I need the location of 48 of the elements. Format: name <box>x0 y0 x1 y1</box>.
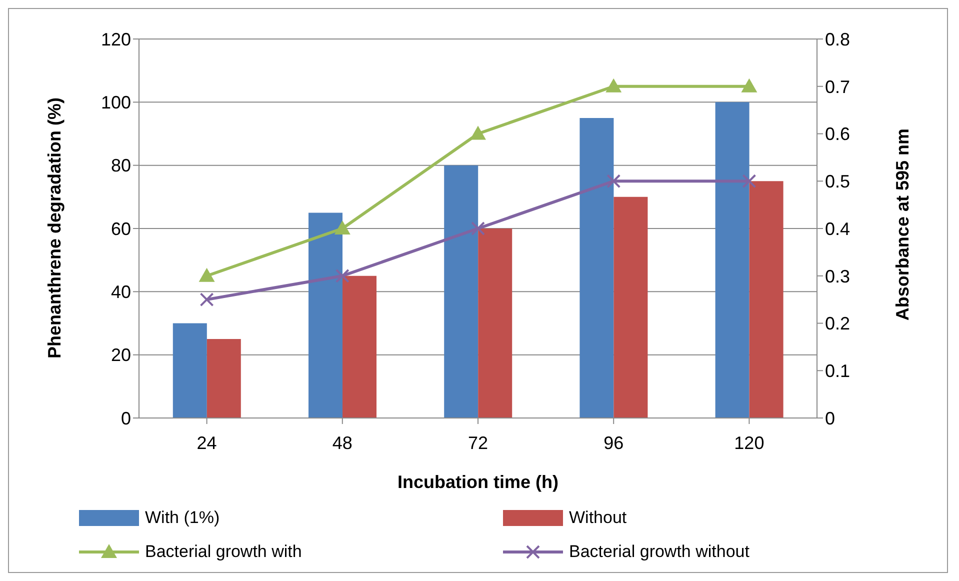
y2-axis-title: Absorbance at 595 nm <box>892 128 912 321</box>
x-tick-label: 24 <box>196 432 217 453</box>
bar <box>206 339 241 418</box>
y-tick-label: 20 <box>110 345 131 366</box>
bar <box>172 323 207 418</box>
bar <box>444 165 478 418</box>
bar <box>342 276 376 418</box>
y2-tick-label: 0.8 <box>825 29 850 50</box>
point <box>198 268 215 282</box>
y-tick-label: 40 <box>110 282 131 302</box>
point <box>335 268 350 283</box>
y2-tick-label: 0.5 <box>825 172 850 192</box>
point <box>741 78 758 92</box>
y2-tick-label: 0.2 <box>825 314 850 334</box>
y-tick-label: 100 <box>100 92 131 113</box>
y2-tick-label: 0.4 <box>825 218 850 239</box>
y-tick-label: 60 <box>110 218 131 239</box>
y-axis-title: Phenanthrene degradation (%) <box>44 97 64 358</box>
y2-tick-label: 0.3 <box>825 266 850 286</box>
legend-label: Without <box>569 508 627 528</box>
y2-tick-label: 0.7 <box>825 76 850 97</box>
bar <box>580 118 614 418</box>
bar <box>308 212 342 418</box>
x-tick-label: 120 <box>734 432 764 453</box>
point <box>470 126 486 140</box>
bar <box>478 228 512 418</box>
legend-label: Bacterial growth with <box>145 542 302 562</box>
y2-tick-label: 0 <box>825 408 836 428</box>
point <box>606 78 622 92</box>
point <box>742 174 756 188</box>
legend-label: Bacterial growth without <box>569 542 750 562</box>
point <box>200 292 214 307</box>
x-tick-label: 72 <box>468 432 488 453</box>
y-tick-label: 80 <box>110 156 131 176</box>
x-tick-label: 48 <box>332 432 352 453</box>
bar <box>614 196 648 418</box>
point <box>471 222 485 236</box>
y2-tick-label: 0.6 <box>825 124 850 144</box>
y-tick-label: 120 <box>100 29 131 50</box>
y-tick-label: 0 <box>120 408 131 428</box>
point <box>334 220 350 234</box>
point <box>606 174 621 188</box>
legend-label: With (1%) <box>145 508 220 528</box>
y2-tick-label: 0.1 <box>825 361 850 382</box>
bar <box>715 102 750 418</box>
x-axis-title: Incubation time (h) <box>398 472 558 492</box>
x-tick-label: 96 <box>604 432 624 453</box>
bar <box>749 181 784 418</box>
